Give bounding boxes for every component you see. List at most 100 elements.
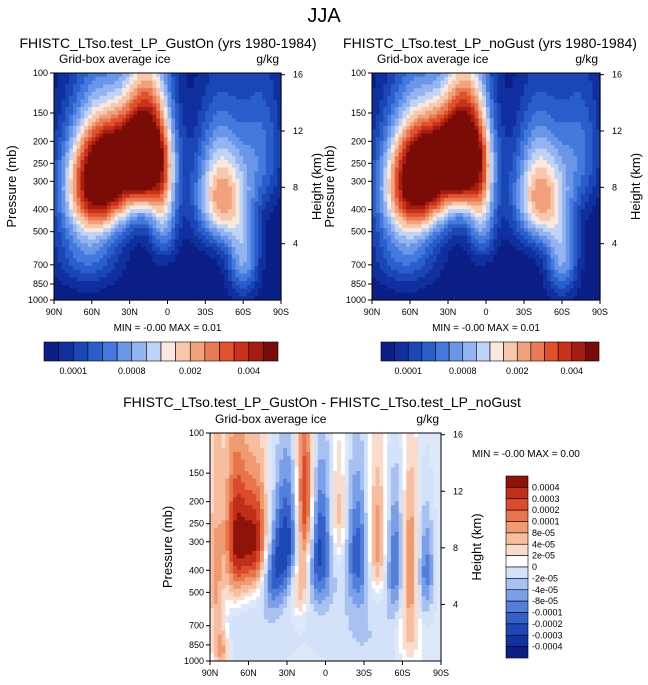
heatmap-cell — [262, 190, 267, 195]
heatmap-cell — [99, 194, 104, 199]
heatmap-cell — [88, 122, 93, 127]
heatmap-cell — [76, 84, 82, 89]
heatmap-cell — [436, 129, 441, 135]
heatmap-cell — [57, 265, 63, 271]
heatmap-cell — [103, 171, 108, 176]
heatmap-cell — [224, 288, 229, 294]
heatmap-cell — [144, 228, 150, 233]
heatmap-cell — [209, 137, 214, 142]
heatmap-cell — [69, 194, 74, 199]
heatmap-cell — [531, 114, 536, 119]
heatmap-cell — [429, 73, 434, 78]
heatmap-cell — [118, 201, 123, 207]
heatmap-cell — [246, 239, 252, 244]
heatmap-cell — [379, 84, 384, 89]
heatmap-cell — [581, 148, 586, 154]
heatmap-cell — [99, 167, 104, 172]
heatmap-cell — [110, 144, 116, 150]
heatmap-cell — [159, 175, 165, 180]
heatmap-cell — [470, 107, 476, 112]
heatmap-cell — [558, 152, 563, 157]
heatmap-cell — [137, 224, 142, 229]
heatmap-cell — [470, 125, 476, 131]
heatmap-cell — [436, 152, 441, 157]
heatmap-cell — [106, 231, 112, 237]
heatmap-cell — [171, 156, 176, 161]
heatmap-cell — [239, 156, 244, 161]
heatmap-cell — [383, 103, 388, 108]
heatmap-cell — [54, 114, 59, 119]
heatmap-cell — [137, 167, 142, 172]
heatmap-cell — [175, 80, 180, 85]
heatmap-cell — [497, 84, 502, 89]
heatmap-cell — [159, 216, 165, 222]
heatmap-cell — [110, 269, 116, 275]
heatmap-cell — [175, 171, 180, 176]
heatmap-cell — [205, 216, 210, 222]
heatmap-cell — [413, 110, 419, 116]
heatmap-cell — [394, 91, 400, 97]
heatmap-cell — [80, 133, 85, 138]
heatmap-cell — [61, 224, 66, 229]
heatmap-cell — [167, 88, 172, 93]
heatmap-cell — [277, 160, 282, 165]
heatmap-cell — [254, 80, 259, 85]
heatmap-cell — [61, 277, 66, 282]
heatmap-cell — [527, 141, 533, 146]
heatmap-cell — [254, 171, 259, 176]
heatmap-cell — [235, 231, 240, 237]
heatmap-cell — [118, 148, 123, 154]
heatmap-cell — [144, 148, 150, 154]
heatmap-cell — [584, 110, 590, 116]
heatmap-cell — [413, 80, 419, 85]
heatmap-cell — [406, 76, 411, 82]
heatmap-cell — [246, 84, 252, 89]
heatmap-cell — [451, 107, 457, 112]
heatmap-cell — [167, 296, 172, 301]
heatmap-cell — [489, 76, 495, 82]
heatmap-cell — [72, 167, 78, 172]
heatmap-cell — [72, 114, 78, 119]
heatmap-cell — [133, 137, 138, 142]
heatmap-cell — [262, 99, 267, 104]
heatmap-cell — [137, 239, 142, 244]
heatmap-cell — [231, 250, 237, 256]
heatmap-cell — [156, 216, 161, 222]
heatmap-cell — [152, 178, 157, 184]
heatmap-cell — [152, 239, 157, 244]
heatmap-cell — [421, 76, 426, 82]
heatmap-cell — [224, 125, 229, 131]
heatmap-cell — [535, 88, 540, 93]
heatmap-cell — [436, 133, 441, 138]
heatmap-cell — [379, 99, 384, 104]
heatmap-cell — [197, 133, 203, 138]
heatmap-cell — [99, 231, 104, 237]
heatmap-cell — [103, 209, 108, 214]
heatmap-cell — [159, 194, 165, 199]
heatmap-cell — [65, 152, 70, 157]
heatmap-cell — [106, 250, 112, 256]
heatmap-cell — [562, 137, 567, 142]
heatmap-cell — [212, 91, 218, 97]
heatmap-cell — [258, 277, 263, 282]
heatmap-cell — [262, 296, 267, 301]
heatmap-cell — [152, 156, 157, 161]
heatmap-cell — [212, 190, 218, 195]
heatmap-cell — [216, 262, 222, 267]
heatmap-cell — [103, 205, 108, 210]
heatmap-cell — [254, 277, 259, 282]
heatmap-cell — [156, 129, 161, 135]
heatmap-cell — [562, 152, 567, 157]
heatmap-cell — [486, 144, 491, 150]
heatmap-cell — [205, 114, 210, 119]
heatmap-cell — [588, 125, 593, 131]
heatmap-cell — [459, 91, 464, 97]
heatmap-cell — [524, 80, 529, 85]
heatmap-cell — [197, 103, 203, 108]
heatmap-cell — [72, 182, 78, 188]
heatmap-cell — [410, 91, 415, 97]
heatmap-cell — [125, 224, 131, 229]
heatmap-cell — [231, 122, 237, 127]
heatmap-cell — [584, 95, 590, 101]
heatmap-cell — [493, 125, 498, 131]
